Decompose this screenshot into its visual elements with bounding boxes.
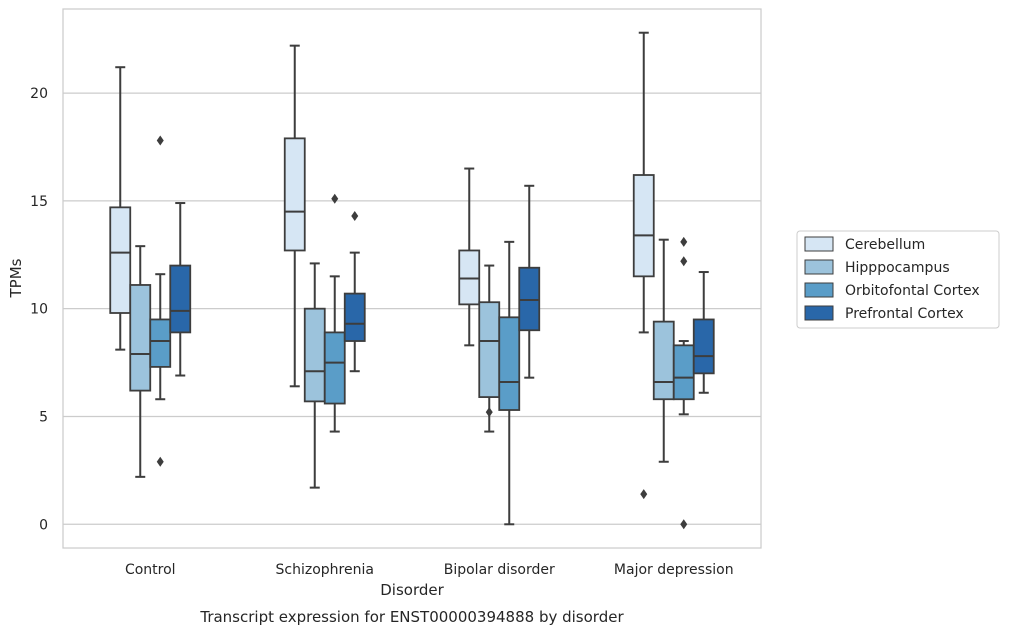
legend-swatch <box>804 282 834 298</box>
box-group <box>303 262 326 489</box>
y-tick-label: 5 <box>39 409 48 425</box>
legend-swatch <box>804 236 834 252</box>
box-iqr <box>283 137 306 252</box>
box-group <box>169 202 192 377</box>
legend-label: Hipppocampus <box>845 260 950 276</box>
box-group <box>478 264 501 433</box>
y-tick-label: 15 <box>30 194 48 210</box>
box-group <box>652 238 675 463</box>
box-iqr <box>458 249 481 306</box>
box-iqr <box>498 316 521 411</box>
box-iqr <box>632 174 655 278</box>
y-tick-label: 0 <box>39 517 48 533</box>
gridlines <box>63 92 761 525</box>
outlier-point <box>680 236 688 247</box>
box-group <box>498 240 521 526</box>
x-tick-label: Major depression <box>614 562 734 578</box>
box-group <box>323 193 346 433</box>
box-group <box>672 236 695 530</box>
box-iqr <box>109 206 132 314</box>
legend-frame <box>796 230 1000 329</box>
box-group <box>343 210 366 373</box>
chart-caption: Transcript expression for ENST0000039488… <box>199 608 624 626</box>
legend: Cerebellum Hipppocampus Orbitofontal Corte… <box>796 230 1000 329</box>
x-tick-label: Schizophrenia <box>276 562 374 578</box>
box-iqr <box>478 301 501 398</box>
x-axis-ticks: Control Schizophrenia Bipolar disorder Majo… <box>125 562 734 578</box>
outlier-point <box>331 193 339 204</box>
y-tick-label: 20 <box>30 86 48 102</box>
box-group <box>283 44 306 388</box>
legend-label: Prefrontal Cortex <box>845 306 964 322</box>
box-group <box>109 66 132 351</box>
box-iqr <box>652 320 675 401</box>
outlier-point <box>640 489 648 500</box>
outlier-point <box>680 256 688 267</box>
box-iqr <box>149 318 172 368</box>
box-group <box>458 167 481 347</box>
y-tick-label: 10 <box>30 302 48 318</box>
plot-area-frame <box>62 8 762 549</box>
legend-label: Orbitofontal Cortex <box>845 283 980 299</box>
box-iqr <box>343 292 366 342</box>
y-axis-ticks: 0 5 10 15 20 <box>30 86 48 533</box>
outlier-point <box>485 407 493 418</box>
y-axis-label: TPMs <box>7 258 25 298</box>
box-iqr <box>323 331 346 405</box>
legend-swatch <box>804 259 834 275</box>
box-iqr <box>692 318 715 375</box>
outlier-point <box>156 135 164 146</box>
box-iqr <box>129 284 152 392</box>
box-group <box>129 245 152 478</box>
legend-label: Cerebellum <box>845 237 925 253</box>
box-iqr <box>169 264 192 334</box>
box-group <box>149 135 172 467</box>
box-group <box>692 271 715 394</box>
box-group <box>518 184 541 379</box>
box-iqr <box>518 266 541 332</box>
x-axis-label: Disorder <box>380 581 444 599</box>
box-iqr <box>303 307 326 403</box>
box-group <box>632 31 655 500</box>
outlier-point <box>156 456 164 467</box>
outlier-point <box>680 519 688 530</box>
outlier-point <box>351 210 359 221</box>
legend-swatch <box>804 305 834 321</box>
box-groups <box>109 31 715 530</box>
box-iqr <box>672 344 695 401</box>
x-tick-label: Bipolar disorder <box>444 562 555 578</box>
x-tick-label: Control <box>125 562 176 578</box>
